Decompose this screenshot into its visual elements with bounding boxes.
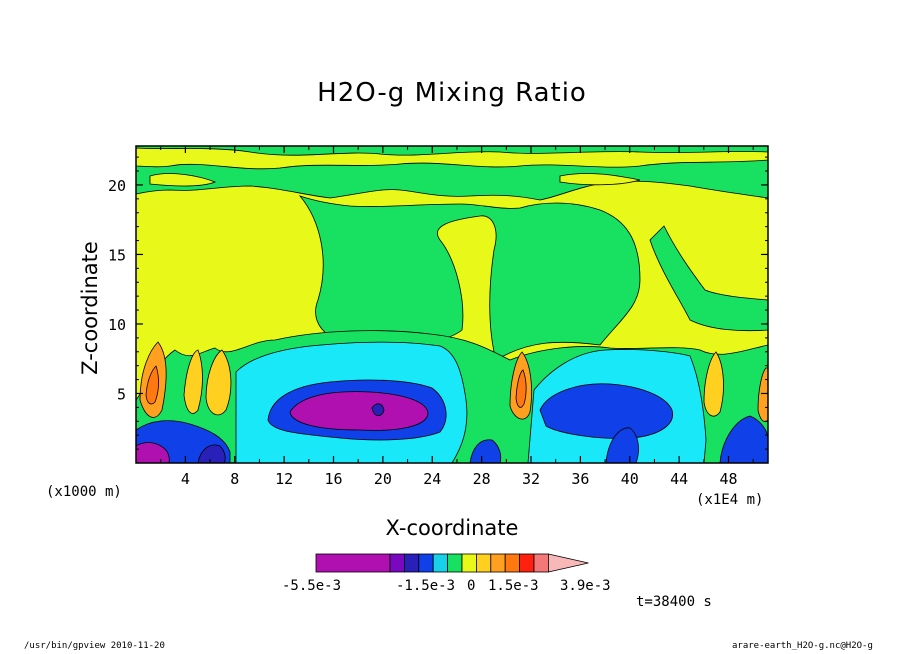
field-darkblue-bottom-left	[197, 444, 226, 463]
plot-frame	[135, 145, 769, 464]
field-red-plume-mid	[515, 369, 527, 408]
footer-left: /usr/bin/gpview 2010-11-20	[24, 641, 165, 651]
field-orange-plume-3	[205, 349, 232, 416]
colorbar	[315, 553, 589, 573]
colorbar-extend-arrow	[548, 553, 589, 573]
field-dark-blue-core	[371, 403, 385, 417]
x-tick-label: 20	[374, 470, 392, 488]
x-tick-label: 16	[324, 470, 342, 488]
x-tick-label: 24	[423, 470, 441, 488]
colorbar-swatch	[475, 553, 492, 573]
field-yellow-blob-top2	[559, 173, 641, 186]
field-yellow-blob-top1	[149, 173, 217, 187]
time-label: t=38400 s	[636, 594, 712, 610]
colorbar-swatch	[447, 553, 463, 573]
x-scale-label: (x1E4 m)	[696, 492, 764, 508]
x-tick-label: 4	[181, 470, 190, 488]
colorbar-label-0: -5.5e-3	[282, 578, 342, 594]
y-tick-label: 20	[108, 177, 126, 195]
colorbar-label-1: -1.5e-3	[396, 578, 456, 594]
field-red-plume-1	[145, 365, 159, 405]
colorbar-swatch	[315, 553, 391, 573]
colorbar-swatch	[461, 553, 477, 573]
y-axis-label: Z-coordinate	[78, 241, 102, 375]
x-tick-label: 44	[670, 470, 688, 488]
x-axis-label: X-coordinate	[385, 516, 519, 540]
x-tick-label: 8	[230, 470, 239, 488]
x-tick-label: 40	[621, 470, 639, 488]
footer-right: arare-earth_H2O-g.nc@H2O-g	[732, 641, 873, 651]
chart-title: H2O-g Mixing Ratio	[317, 78, 587, 108]
colorbar-swatch	[403, 553, 420, 573]
colorbar-swatch	[432, 553, 449, 573]
field-orange-plume-2	[183, 349, 203, 414]
x-tick-label: 48	[719, 470, 737, 488]
colorbar-swatch	[490, 553, 506, 573]
x-ticks: 4 8 12 16 20 24 28 32 36 40 44 48	[160, 146, 754, 488]
colorbar-swatch	[504, 553, 521, 573]
x-unit-label: (x1000 m)	[46, 484, 122, 500]
field-purple-bottom-left	[136, 442, 170, 463]
field-blue-bottom-mid	[469, 439, 502, 463]
field-orange-plume-right2	[757, 367, 768, 422]
colorbar-swatch	[418, 553, 434, 573]
colorbar-label-4: 3.9e-3	[560, 578, 611, 594]
colorbar-swatch	[533, 553, 549, 573]
x-tick-label: 12	[275, 470, 293, 488]
field-purple-core	[289, 391, 429, 431]
field-blue-right	[539, 383, 673, 439]
y-tick-label: 15	[108, 246, 126, 264]
colorbar-label-2: 0	[467, 578, 476, 594]
y-tick-label: 10	[108, 316, 126, 334]
field-orange-plume-right1	[703, 351, 724, 417]
x-tick-label: 28	[473, 470, 491, 488]
y-tick-label: 5	[117, 385, 126, 403]
x-tick-label: 36	[571, 470, 589, 488]
x-tick-label: 32	[522, 470, 540, 488]
colorbar-label-3: 1.5e-3	[488, 578, 539, 594]
field-green-plume-right	[649, 225, 768, 332]
field-blue-bottom-right	[605, 427, 639, 463]
y-ticks: 5 10 15 20	[108, 156, 768, 450]
field-yellow-strip	[136, 147, 768, 170]
colorbar-swatch	[519, 553, 535, 573]
colorbar-swatch	[389, 553, 405, 573]
